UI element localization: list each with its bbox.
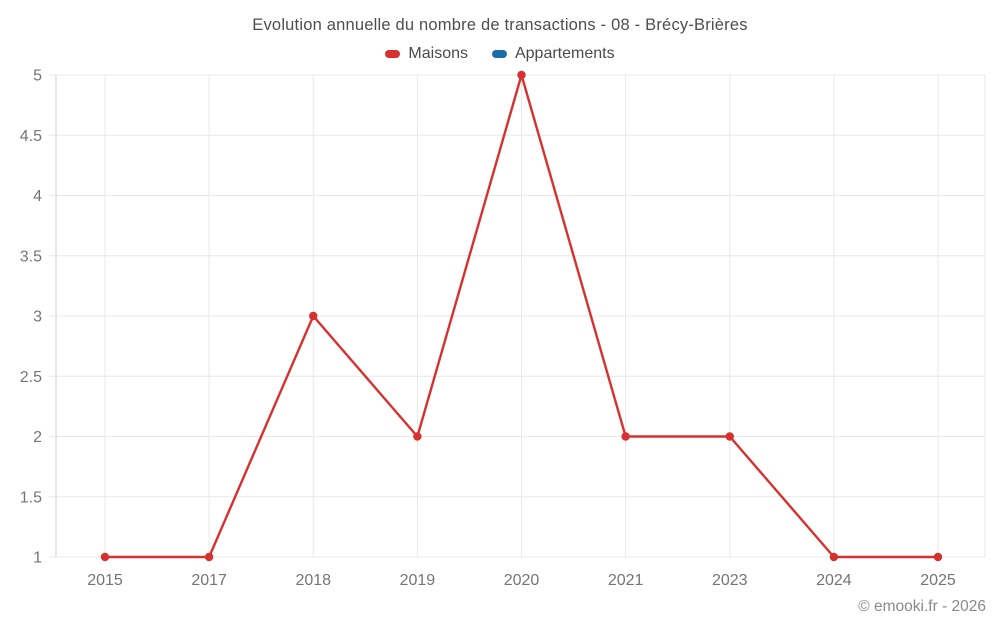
y-tick-label: 3 xyxy=(33,309,42,326)
legend-item-appartements[interactable]: Appartements xyxy=(491,45,615,63)
x-tick-label: 2021 xyxy=(608,572,644,589)
data-point-maisons-2017[interactable] xyxy=(204,552,214,562)
y-tick-label: 2.5 xyxy=(20,369,42,386)
legend-swatch-maisons xyxy=(385,50,401,58)
legend-label: Appartements xyxy=(514,45,615,62)
x-tick-label: 2023 xyxy=(712,572,748,589)
x-tick-label: 2020 xyxy=(504,572,540,589)
data-point-maisons-2025[interactable] xyxy=(933,552,943,562)
data-point-maisons-2024[interactable] xyxy=(829,552,839,562)
y-tick-label: 1.5 xyxy=(20,489,42,506)
legend-label: Maisons xyxy=(408,45,468,62)
x-tick-label: 2025 xyxy=(920,572,956,589)
x-tick-label: 2017 xyxy=(191,572,227,589)
data-point-maisons-2023[interactable] xyxy=(725,432,734,441)
x-tick-label: 2018 xyxy=(295,572,331,589)
y-tick-label: 2 xyxy=(33,429,42,446)
y-tick-label: 3.5 xyxy=(20,248,42,265)
legend-swatch-appartements xyxy=(491,50,507,58)
data-point-maisons-2019[interactable] xyxy=(413,432,422,441)
data-point-maisons-2021[interactable] xyxy=(621,432,630,441)
legend-item-maisons[interactable]: Maisons xyxy=(385,45,468,63)
x-tick-label: 2015 xyxy=(87,572,123,589)
y-tick-label: 5 xyxy=(33,68,42,85)
chart-title: Evolution annuelle du nombre de transact… xyxy=(252,16,748,34)
copyright: © emooki.fr - 2026 xyxy=(858,598,986,615)
data-point-maisons-2020[interactable] xyxy=(517,70,526,80)
data-point-maisons-2015[interactable] xyxy=(100,552,110,562)
x-tick-label: 2024 xyxy=(816,572,852,589)
chart-legend: Maisons Appartements xyxy=(0,45,1000,63)
y-tick-label: 1 xyxy=(33,550,42,567)
y-tick-label: 4.5 xyxy=(20,128,42,145)
data-point-maisons-2018[interactable] xyxy=(309,311,318,321)
y-tick-label: 4 xyxy=(33,188,42,205)
x-tick-label: 2019 xyxy=(400,572,436,589)
